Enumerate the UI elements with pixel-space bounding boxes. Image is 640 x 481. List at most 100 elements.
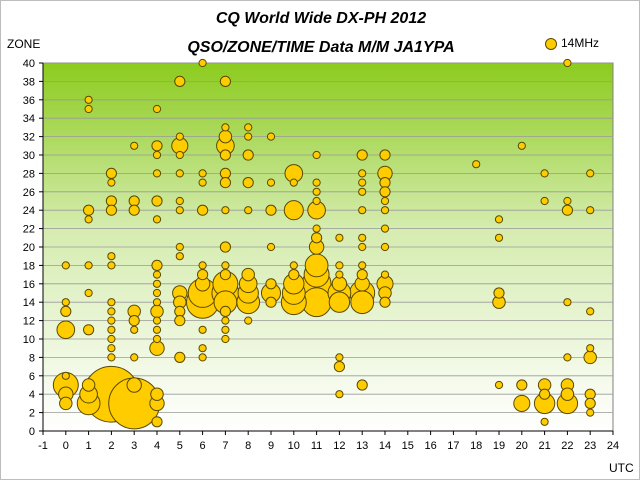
data-point xyxy=(380,224,390,233)
data-point xyxy=(312,224,321,233)
data-point xyxy=(107,298,116,307)
x-tick-label: 22 xyxy=(561,440,573,452)
y-tick-label: 12 xyxy=(23,316,35,328)
data-point xyxy=(358,206,367,215)
x-tick-label: 17 xyxy=(447,440,459,452)
x-tick-label: 19 xyxy=(493,440,505,452)
x-tick-label: 8 xyxy=(245,440,251,452)
data-point xyxy=(174,75,186,87)
data-point xyxy=(61,298,70,307)
x-tick-label: 2 xyxy=(108,440,114,452)
data-point xyxy=(219,269,231,281)
data-point xyxy=(265,296,277,308)
data-point xyxy=(128,315,140,327)
data-point xyxy=(175,252,184,261)
data-point xyxy=(244,206,253,215)
x-tick-label: 7 xyxy=(222,440,228,452)
data-point xyxy=(563,298,572,307)
y-tick-label: 26 xyxy=(23,187,35,199)
y-tick-label: 36 xyxy=(23,95,35,107)
data-point xyxy=(84,288,93,298)
data-point xyxy=(583,350,597,365)
y-tick-label: 6 xyxy=(29,371,35,383)
data-point xyxy=(494,380,504,390)
data-point xyxy=(59,396,73,411)
data-point xyxy=(107,316,116,325)
data-point xyxy=(81,378,96,392)
data-point xyxy=(356,379,368,391)
data-point xyxy=(174,351,186,363)
data-point xyxy=(174,315,186,327)
data-point xyxy=(586,307,595,316)
x-tick-label: 12 xyxy=(333,440,345,452)
data-point xyxy=(198,325,207,334)
data-point xyxy=(380,270,390,279)
x-tick-label: 3 xyxy=(131,440,137,452)
data-point xyxy=(107,344,116,353)
data-point xyxy=(84,215,93,224)
data-point xyxy=(312,187,321,196)
x-tick-label: 21 xyxy=(538,440,550,452)
data-point xyxy=(107,178,116,187)
data-point xyxy=(174,305,186,317)
data-point xyxy=(107,252,116,261)
data-point xyxy=(358,187,367,196)
data-point xyxy=(494,215,504,224)
data-point xyxy=(105,195,117,207)
x-tick-label: 1 xyxy=(86,440,92,452)
data-point xyxy=(198,169,207,178)
data-point xyxy=(350,290,375,315)
x-tick-label: 23 xyxy=(584,440,596,452)
data-point xyxy=(130,141,139,150)
data-point xyxy=(356,269,368,281)
x-tick-label: 4 xyxy=(154,440,160,452)
x-tick-label: 24 xyxy=(607,440,619,452)
x-tick-label: 13 xyxy=(356,440,368,452)
y-tick-label: 8 xyxy=(29,352,35,364)
data-point xyxy=(128,195,140,207)
data-point xyxy=(152,270,162,279)
data-point xyxy=(304,253,329,278)
data-point xyxy=(584,388,596,400)
data-point xyxy=(105,204,117,216)
chart-title: CQ World Wide DX-PH 2012 xyxy=(215,10,427,27)
data-point xyxy=(61,371,70,380)
data-point xyxy=(288,269,300,281)
data-point xyxy=(221,334,230,344)
data-point xyxy=(358,178,367,187)
data-point xyxy=(152,104,162,114)
data-point xyxy=(358,233,367,242)
data-point xyxy=(513,394,531,412)
y-tick-label: 20 xyxy=(23,242,35,254)
data-point xyxy=(219,75,231,87)
data-point xyxy=(150,304,164,319)
data-point xyxy=(266,132,276,141)
data-point xyxy=(516,379,528,391)
data-point xyxy=(107,353,116,362)
data-point xyxy=(198,353,207,362)
y-tick-label: 16 xyxy=(23,279,35,291)
data-point xyxy=(218,129,233,144)
y-tick-label: 4 xyxy=(29,389,35,401)
data-point xyxy=(221,261,230,270)
data-point xyxy=(380,196,390,206)
legend-marker-14mhz xyxy=(545,38,557,50)
y-tick-label: 38 xyxy=(23,76,35,88)
data-point xyxy=(586,344,595,353)
data-point xyxy=(152,316,162,325)
data-point xyxy=(152,334,162,344)
data-point xyxy=(266,242,276,252)
data-point xyxy=(563,196,572,206)
data-point xyxy=(219,241,231,253)
data-point xyxy=(335,261,344,270)
data-point xyxy=(335,270,344,279)
data-point xyxy=(331,276,348,292)
y-tick-label: 0 xyxy=(29,426,35,438)
data-point xyxy=(493,287,505,299)
data-point xyxy=(197,204,209,216)
data-point xyxy=(586,206,595,215)
data-point xyxy=(107,261,116,270)
data-point xyxy=(152,169,162,178)
data-point xyxy=(219,149,231,161)
data-point xyxy=(61,261,70,270)
